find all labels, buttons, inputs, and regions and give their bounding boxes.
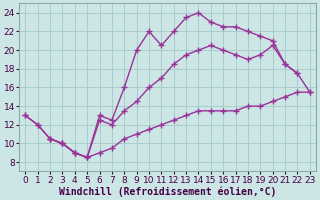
- X-axis label: Windchill (Refroidissement éolien,°C): Windchill (Refroidissement éolien,°C): [59, 186, 276, 197]
